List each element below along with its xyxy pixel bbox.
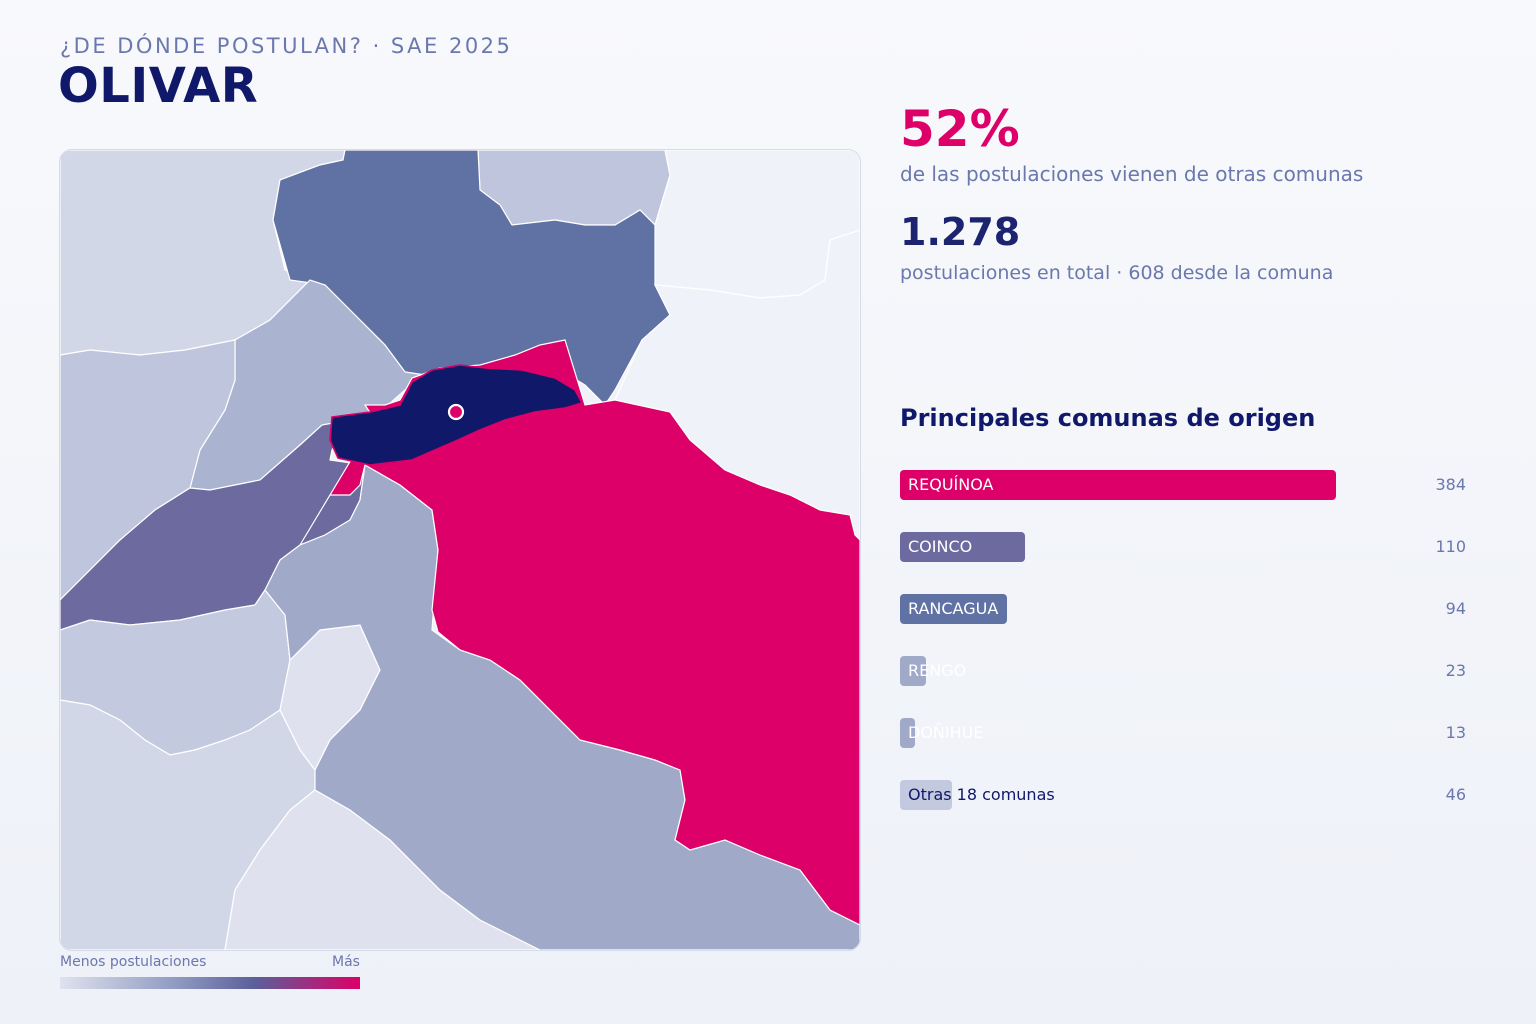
ranking-row: Otras 18 comunas 46 xyxy=(900,780,1466,810)
page-title: OLIVAR xyxy=(58,58,259,114)
map-kicker: ¿DE DÓNDE POSTULAN? · SAE 2025 xyxy=(60,34,513,58)
ranking-value: 46 xyxy=(1445,785,1466,804)
region-requinoa xyxy=(299,339,860,926)
ranking-label: RANCAGUA xyxy=(908,599,999,618)
ranking-label: REQUÍNOA xyxy=(908,475,994,494)
ranking-row: COINCO 110 xyxy=(900,532,1466,562)
ranking-value: 110 xyxy=(1435,537,1466,556)
ranking-value: 94 xyxy=(1445,599,1466,618)
external-percentage: 52% xyxy=(900,100,1020,158)
ranking-title: Principales comunas de origen xyxy=(900,404,1316,432)
total-applications-caption: postulaciones en total · 608 desde la co… xyxy=(900,262,1334,284)
ranking-value: 384 xyxy=(1435,475,1466,494)
ranking-value: 23 xyxy=(1445,661,1466,680)
ranking-row: REQUÍNOA 384 xyxy=(900,470,1466,500)
olivar-marker xyxy=(447,403,465,421)
ranking-bar xyxy=(900,718,915,748)
total-applications: 1.278 xyxy=(900,210,1021,254)
ranking-bar xyxy=(900,470,1336,500)
ranking-label: COINCO xyxy=(908,537,973,556)
ranking-bar xyxy=(900,532,1025,562)
legend-min-label: Menos postulaciones xyxy=(60,954,207,970)
ranking-bar xyxy=(900,594,1007,624)
map-svg xyxy=(60,150,860,950)
ranking-label: RENGO xyxy=(908,661,967,680)
region-rancagua xyxy=(272,150,671,406)
ranking-row: DOÑIHUE 13 xyxy=(900,718,1466,748)
external-percentage-caption: de las postulaciones vienen de otras com… xyxy=(900,162,1364,186)
ranking-label: Otras 18 comunas xyxy=(908,785,1055,804)
ranking-bars: REQUÍNOA 384 COINCO 110 RANCAGUA 94 RENG… xyxy=(900,470,1466,842)
ranking-row: RENGO 23 xyxy=(900,656,1466,686)
choropleth-map xyxy=(60,150,860,950)
ranking-row: RANCAGUA 94 xyxy=(900,594,1466,624)
ranking-label: DOÑIHUE xyxy=(908,723,984,742)
ranking-bar xyxy=(900,780,952,810)
ranking-value: 13 xyxy=(1445,723,1466,742)
ranking-bar xyxy=(900,656,926,686)
legend-gradient-bar xyxy=(60,977,360,989)
legend-max-label: Más xyxy=(332,954,360,970)
